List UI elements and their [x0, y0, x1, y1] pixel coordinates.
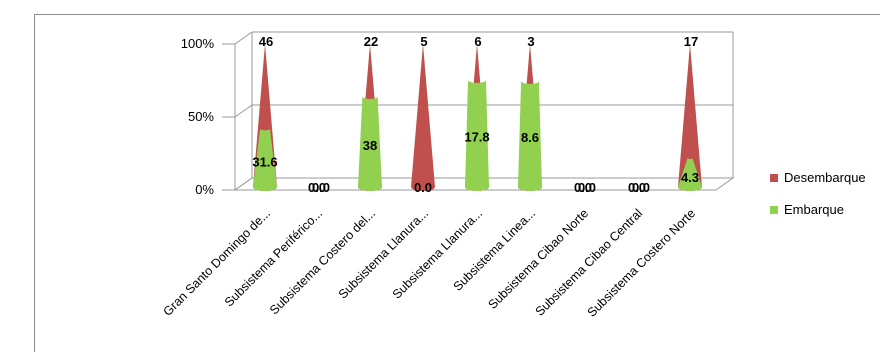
data-label: 0.0	[312, 180, 330, 195]
category-label: Subsistema Cibao Norte	[485, 206, 591, 312]
legend-swatch	[770, 206, 778, 214]
cone-embarque	[518, 80, 542, 191]
legend: Desembarque Embarque	[770, 170, 866, 217]
data-label: 46	[259, 34, 273, 49]
data-label: 0.0	[414, 180, 432, 195]
y-tick-label: 50%	[188, 109, 214, 124]
cone	[358, 44, 382, 191]
data-label: 4.3	[681, 170, 699, 185]
gridline-side	[234, 31, 253, 45]
data-label: 31.6	[252, 154, 277, 169]
y-tick-label: 100%	[181, 36, 215, 51]
data-label: 0.0	[628, 180, 646, 195]
data-label: 0.0	[578, 180, 596, 195]
chart-cones	[253, 44, 702, 191]
data-label: 8.6	[521, 130, 539, 145]
cone-embarque	[358, 96, 382, 191]
chart-walls	[233, 31, 735, 191]
legend-label: Embarque	[784, 202, 844, 217]
data-label: 17	[684, 34, 698, 49]
data-label: 38	[363, 138, 377, 153]
cone	[678, 44, 702, 191]
cone	[518, 44, 542, 191]
cone-desembarque	[678, 44, 702, 191]
cone-embarque	[465, 80, 489, 191]
data-label: 17.8	[464, 129, 489, 144]
category-label: Subsistema Periférico...	[222, 206, 325, 309]
category-label: Gran Santo Domingo de...	[161, 206, 274, 319]
chart-frame	[34, 14, 880, 352]
cone-embarque	[253, 128, 277, 191]
data-label: 5	[420, 34, 427, 49]
category-label: Subsistema Llanura...	[336, 206, 431, 301]
legend-swatch	[770, 174, 778, 182]
cone-desembarque	[411, 44, 435, 191]
data-label: 3	[527, 34, 534, 49]
category-label: Subsistema Costero Norte	[585, 206, 699, 320]
category-label: Subsistema Cibao Central	[533, 206, 646, 319]
data-label: 0.0	[308, 180, 326, 195]
cone	[465, 44, 489, 191]
y-tick-label: 0%	[195, 182, 214, 197]
category-label: Subsistema Costero del...	[267, 206, 378, 317]
data-label: 0.0	[632, 180, 650, 195]
cone	[411, 44, 435, 191]
cone	[253, 44, 277, 191]
cone-embarque	[678, 158, 702, 191]
x-axis: Gran Santo Domingo de...Subsistema Perif…	[161, 206, 699, 320]
data-label: 6	[474, 34, 481, 49]
data-label: 0.0	[574, 180, 592, 195]
gridline-side	[234, 104, 253, 118]
category-label: Subsistema Llanura...	[390, 206, 485, 301]
y-axis: 0% 50% 100%	[181, 36, 235, 197]
data-label: 22	[364, 34, 378, 49]
legend-label: Desembarque	[784, 170, 866, 185]
chart-floor	[233, 177, 735, 191]
